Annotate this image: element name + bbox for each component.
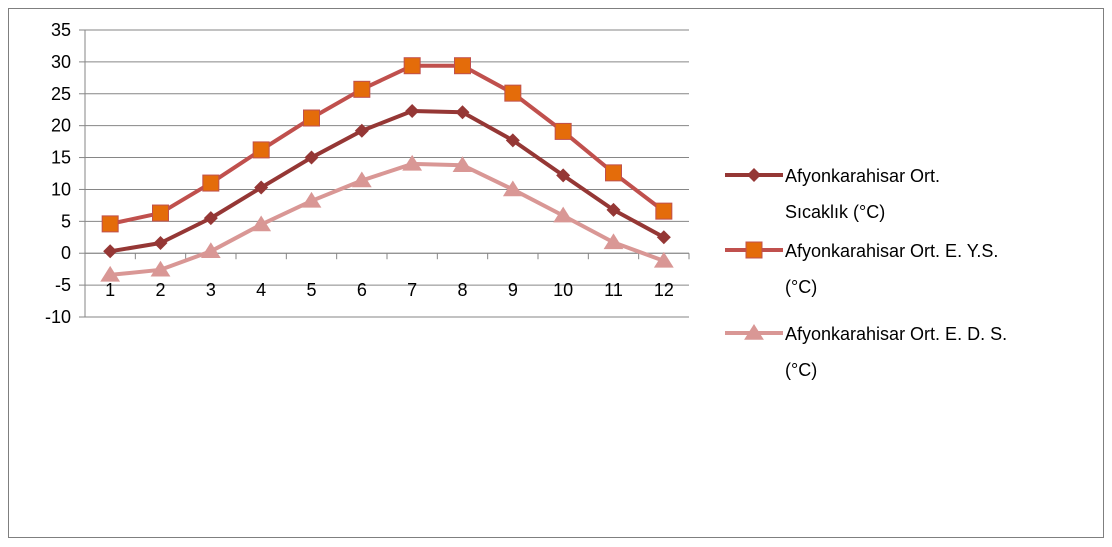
data-point (655, 202, 673, 220)
data-point (745, 241, 763, 259)
data-point (606, 202, 621, 217)
y-tick-label: 10 (51, 179, 71, 199)
legend: Afyonkarahisar Ort.Sıcaklık (°C)Afyonkar… (725, 166, 1007, 380)
data-point (504, 84, 522, 102)
y-tick-label: 0 (61, 243, 71, 263)
data-point (354, 123, 369, 138)
data-point (251, 215, 272, 232)
series-3 (100, 154, 674, 282)
y-tick-label: -10 (45, 307, 71, 327)
data-point (454, 57, 471, 75)
x-tick-label: 4 (256, 280, 266, 300)
y-tick-label: 5 (61, 211, 71, 231)
data-point (553, 206, 574, 223)
x-tick-label: 3 (206, 280, 216, 300)
chart-frame: 35 30 25 20 15 10 5 0 -5 -10 1 2 3 4 5 6 7 8 9 10 11 12 Afyo… (8, 8, 1104, 538)
x-tick-label: 11 (604, 280, 623, 300)
data-point (653, 251, 674, 268)
y-tick-label: 15 (51, 148, 71, 168)
data-point (101, 215, 119, 233)
x-tick-label: 12 (654, 280, 674, 300)
legend-label: (°C) (785, 277, 817, 297)
x-tick-label: 5 (306, 280, 316, 300)
data-point (351, 171, 372, 188)
legend-label: Afyonkarahisar Ort. E. Y.S. (785, 241, 998, 261)
y-tick-label: 20 (51, 116, 71, 136)
data-point (200, 242, 221, 259)
data-point (100, 265, 121, 282)
legend-label: Sıcaklık (°C) (785, 202, 885, 222)
y-tick-label: 25 (51, 84, 71, 104)
y-tick-label: 35 (51, 20, 71, 40)
x-tick-label: 8 (457, 280, 467, 300)
data-point (405, 103, 420, 118)
data-point (656, 230, 671, 245)
data-point (556, 168, 571, 183)
data-point (505, 133, 520, 148)
data-point (502, 180, 523, 197)
data-point (452, 156, 473, 172)
data-point (103, 244, 118, 259)
data-point (605, 164, 622, 182)
data-point (603, 233, 624, 250)
legend-label: (°C) (785, 360, 817, 380)
x-tick-label: 1 (105, 280, 115, 300)
data-point (554, 122, 572, 140)
x-tick-label: 2 (155, 280, 165, 300)
series-2 (101, 57, 673, 233)
x-tick-label: 10 (553, 280, 573, 300)
series-1 (103, 103, 671, 259)
data-point (402, 154, 423, 171)
data-point (303, 109, 320, 127)
data-point (353, 80, 371, 98)
data-point (403, 57, 421, 75)
x-tick-label: 6 (357, 280, 367, 300)
x-tick-label: 7 (407, 280, 417, 300)
data-point (152, 204, 169, 222)
series-line (109, 63, 666, 226)
data-point (304, 150, 319, 165)
legend-entry: Afyonkarahisar Ort. Sıcaklık (°C) (725, 166, 940, 222)
legend-entry: Afyonkarahisar Ort. E. D. S. (°C) (725, 324, 1007, 380)
series-lines (100, 57, 674, 282)
data-point (203, 211, 218, 226)
data-point (153, 236, 168, 251)
data-point (202, 174, 220, 192)
legend-entry: Afyonkarahisar Ort. E. Y.S. (°C) (725, 241, 998, 297)
legend-label: Afyonkarahisar Ort. E. D. S. (785, 324, 1007, 344)
data-point (747, 168, 761, 182)
y-tick-label: 30 (51, 52, 71, 72)
gridlines (85, 29, 689, 318)
data-point (301, 191, 322, 208)
data-point (455, 105, 470, 120)
x-tick-label: 9 (508, 280, 518, 300)
data-point (150, 260, 171, 277)
data-point (744, 324, 764, 340)
data-point (252, 141, 270, 159)
y-tick-label: -5 (55, 275, 71, 295)
legend-label: Afyonkarahisar Ort. (785, 166, 940, 186)
series-line (109, 108, 665, 254)
x-tick-labels: 1 2 3 4 5 6 7 8 9 10 11 12 (105, 280, 674, 300)
